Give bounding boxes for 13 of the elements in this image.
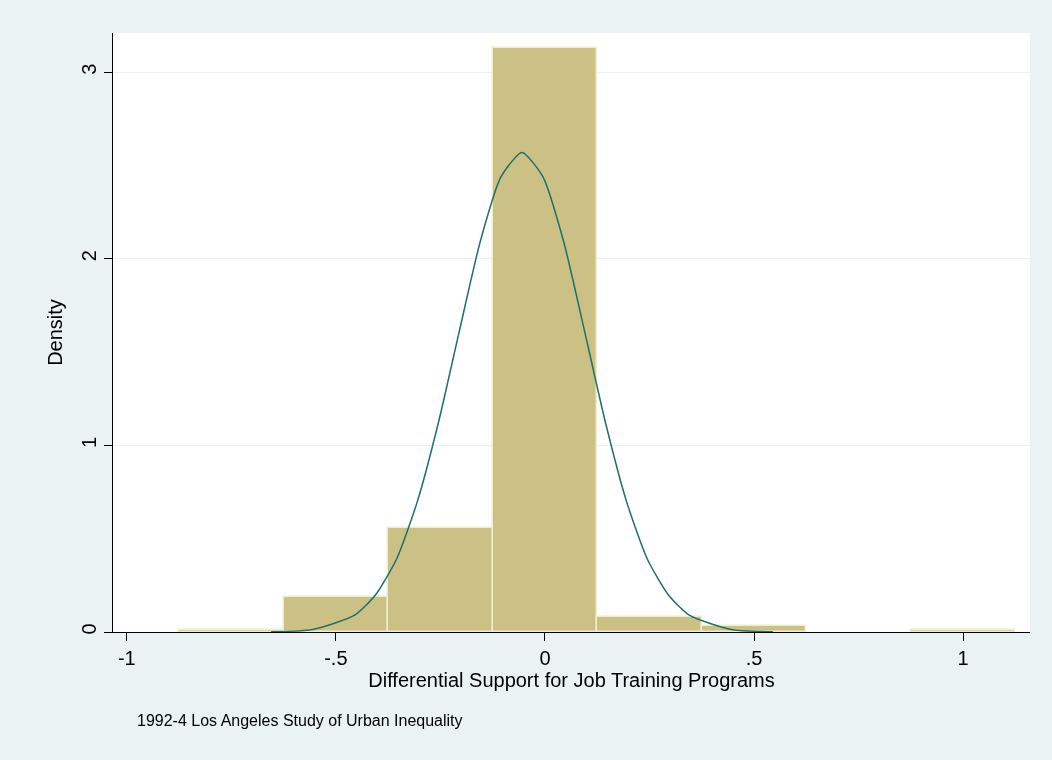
x-tick-label: 1 <box>957 647 969 669</box>
line-series <box>270 151 774 632</box>
y-tick-label: 3 <box>78 63 100 75</box>
x-tick-label: 0 <box>539 647 551 669</box>
y-tick-label: 0 <box>78 623 100 635</box>
x-tick-label: -1 <box>117 647 136 669</box>
x-tick-label: -.5 <box>324 647 348 669</box>
x-axis-title: Differential Support for Job Training Programs <box>368 669 775 691</box>
y-tick-label: 2 <box>78 250 100 262</box>
y-tick-label: 1 <box>78 436 100 448</box>
text: 1992-4 Los Angeles Study of Urban Inequality <box>137 712 463 729</box>
y-axis-title: Density <box>43 299 66 366</box>
x-tick-label: .5 <box>745 647 763 669</box>
